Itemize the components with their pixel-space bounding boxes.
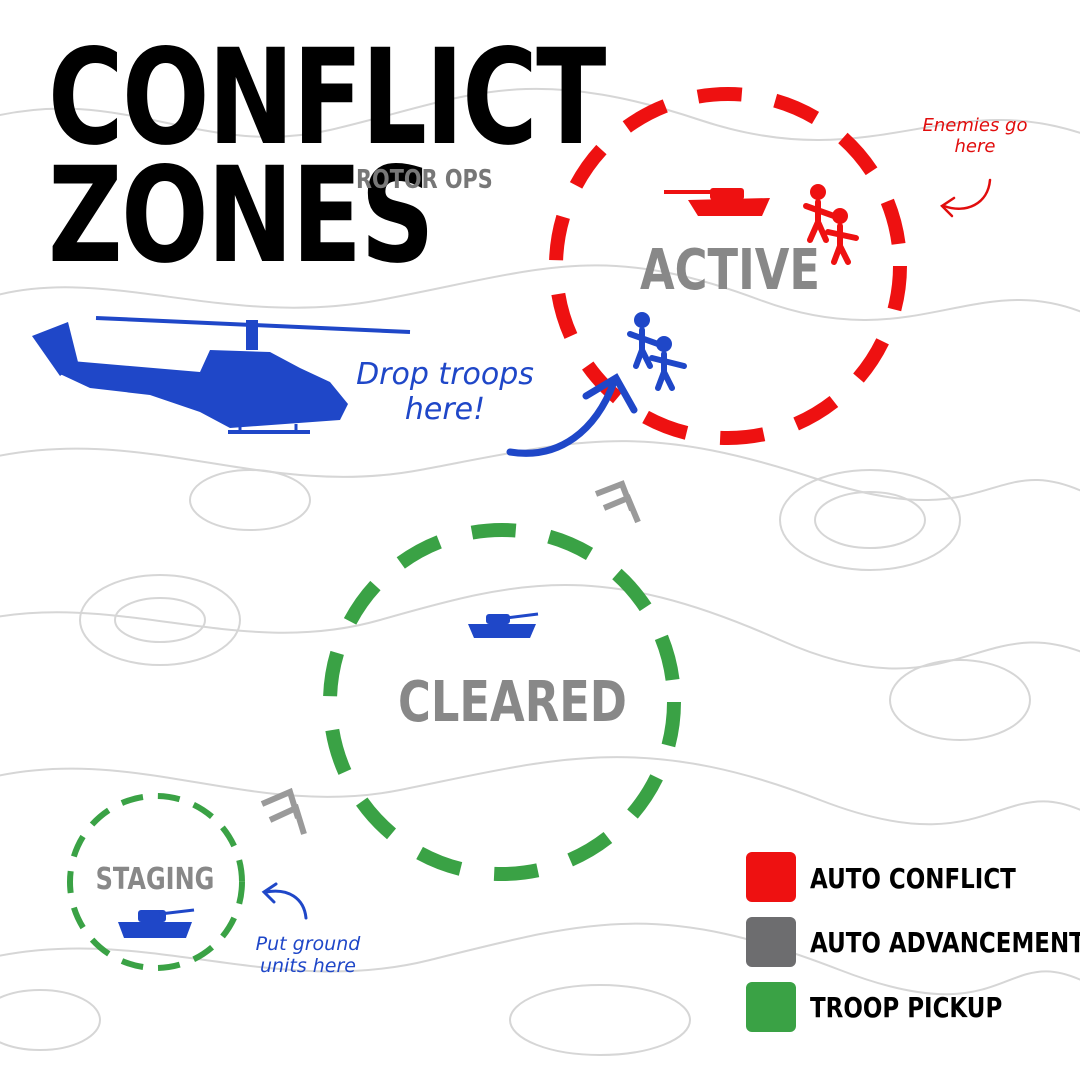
legend-label-auto-conflict: AUTO CONFLICT [810, 862, 1016, 895]
cleared-tank-icon [468, 612, 539, 638]
legend-label-troop-pickup: TROOP PICKUP [810, 991, 1003, 1024]
legend-swatch-auto-conflict [746, 852, 796, 902]
advance-chevrons-upper-icon [594, 480, 641, 524]
enemy-arrow-icon [940, 178, 992, 218]
legend-swatch-auto-advancement [746, 917, 796, 967]
enemy-soldiers-icon [803, 184, 859, 265]
enemies-note: Enemies go here [922, 115, 1028, 157]
cleared-zone-circle [323, 523, 681, 881]
title-line-2: ZONES [48, 139, 435, 293]
subtitle: ROTOR OPS [356, 165, 493, 195]
active-zone-label: ACTIVE [639, 238, 821, 303]
cleared-zone-label: CLEARED [398, 670, 627, 735]
ground-units-note: Put ground units here [255, 933, 361, 977]
staging-tank-icon [118, 908, 195, 938]
legend-label-auto-advancement: AUTO ADVANCEMENT [810, 926, 1080, 959]
drop-arrow-icon [506, 373, 638, 457]
enemy-tank-icon [664, 188, 770, 216]
title-line-1: CONFLICT [48, 21, 606, 175]
helicopter-icon [32, 316, 411, 434]
ground-arrow-icon [261, 882, 308, 920]
staging-zone-label: STAGING [95, 862, 215, 897]
legend-swatch-troop-pickup [746, 982, 796, 1032]
staging-zone-circle [67, 793, 245, 971]
drop-troops-note: Drop troops here! [356, 357, 534, 427]
active-zone-circle [549, 87, 907, 445]
friendly-troops-icon [627, 312, 687, 391]
advance-chevrons-lower-icon [260, 787, 307, 835]
